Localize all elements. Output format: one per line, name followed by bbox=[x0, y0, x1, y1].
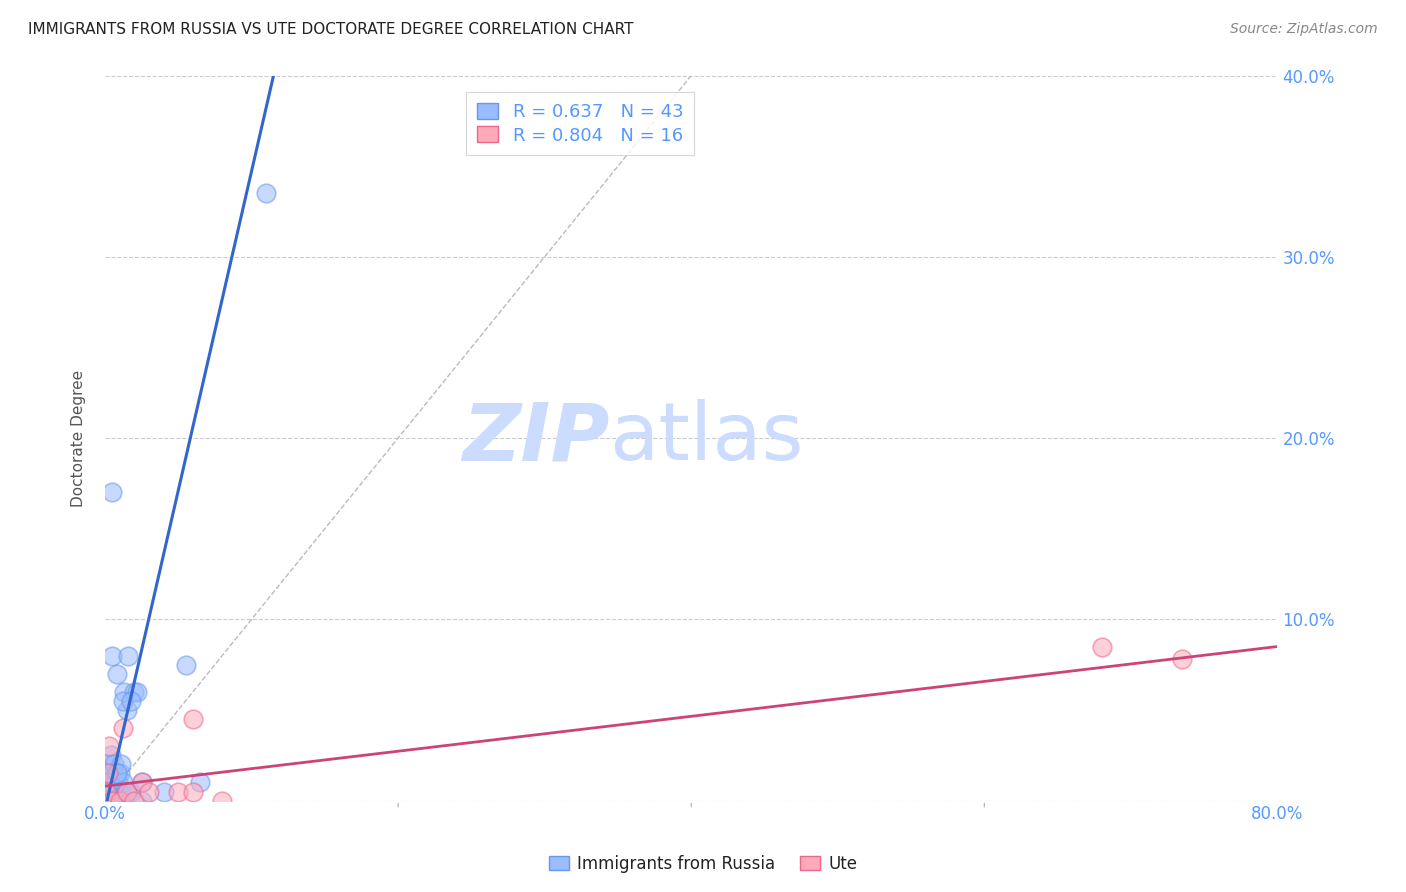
Point bbox=[97, 788, 120, 802]
Point bbox=[108, 794, 131, 808]
Point bbox=[108, 784, 131, 798]
Point bbox=[167, 784, 190, 798]
Point bbox=[98, 757, 121, 772]
Point bbox=[124, 685, 146, 699]
Point bbox=[97, 766, 120, 780]
Point bbox=[104, 788, 127, 802]
Point bbox=[101, 784, 124, 798]
Point bbox=[96, 784, 118, 798]
Point bbox=[101, 794, 124, 808]
Point bbox=[131, 775, 153, 789]
Text: atlas: atlas bbox=[609, 399, 803, 477]
Point bbox=[103, 757, 125, 772]
Point bbox=[96, 784, 118, 798]
Point bbox=[101, 766, 124, 780]
Point bbox=[107, 775, 129, 789]
Point bbox=[97, 784, 120, 798]
Point bbox=[211, 794, 233, 808]
Point bbox=[97, 766, 120, 780]
Point bbox=[105, 666, 128, 681]
Point bbox=[110, 757, 132, 772]
Point bbox=[120, 694, 142, 708]
Point bbox=[181, 712, 204, 726]
Point bbox=[117, 648, 139, 663]
Point bbox=[112, 685, 135, 699]
Text: ZIP: ZIP bbox=[461, 399, 609, 477]
Point bbox=[105, 766, 128, 780]
Y-axis label: Doctorate Degree: Doctorate Degree bbox=[72, 369, 86, 507]
Point bbox=[100, 784, 122, 798]
Text: IMMIGRANTS FROM RUSSIA VS UTE DOCTORATE DEGREE CORRELATION CHART: IMMIGRANTS FROM RUSSIA VS UTE DOCTORATE … bbox=[28, 22, 634, 37]
Point bbox=[131, 794, 153, 808]
Point bbox=[98, 775, 121, 789]
Point bbox=[111, 694, 134, 708]
Point bbox=[111, 775, 134, 789]
Point bbox=[114, 784, 136, 798]
Point bbox=[127, 685, 149, 699]
Point bbox=[105, 766, 128, 780]
Point bbox=[174, 657, 197, 672]
Text: Source: ZipAtlas.com: Source: ZipAtlas.com bbox=[1230, 22, 1378, 37]
Point bbox=[181, 784, 204, 798]
Point bbox=[1090, 640, 1112, 654]
Point bbox=[131, 775, 153, 789]
Point bbox=[188, 775, 211, 789]
Point bbox=[101, 485, 124, 500]
Point bbox=[138, 784, 160, 798]
Legend: Immigrants from Russia, Ute: Immigrants from Russia, Ute bbox=[541, 848, 865, 880]
Point bbox=[104, 775, 127, 789]
Legend: R = 0.637   N = 43, R = 0.804   N = 16: R = 0.637 N = 43, R = 0.804 N = 16 bbox=[465, 92, 695, 155]
Point bbox=[101, 648, 124, 663]
Point bbox=[115, 703, 138, 717]
Point bbox=[115, 784, 138, 798]
Point bbox=[152, 784, 174, 798]
Point bbox=[98, 739, 121, 754]
Point bbox=[103, 784, 125, 798]
Point bbox=[108, 766, 131, 780]
Point bbox=[100, 748, 122, 763]
Point bbox=[124, 794, 146, 808]
Point bbox=[1171, 652, 1194, 666]
Point bbox=[254, 186, 277, 201]
Point bbox=[100, 794, 122, 808]
Point bbox=[96, 784, 118, 798]
Point bbox=[96, 775, 118, 789]
Point bbox=[111, 721, 134, 735]
Point bbox=[98, 775, 121, 789]
Point bbox=[120, 784, 142, 798]
